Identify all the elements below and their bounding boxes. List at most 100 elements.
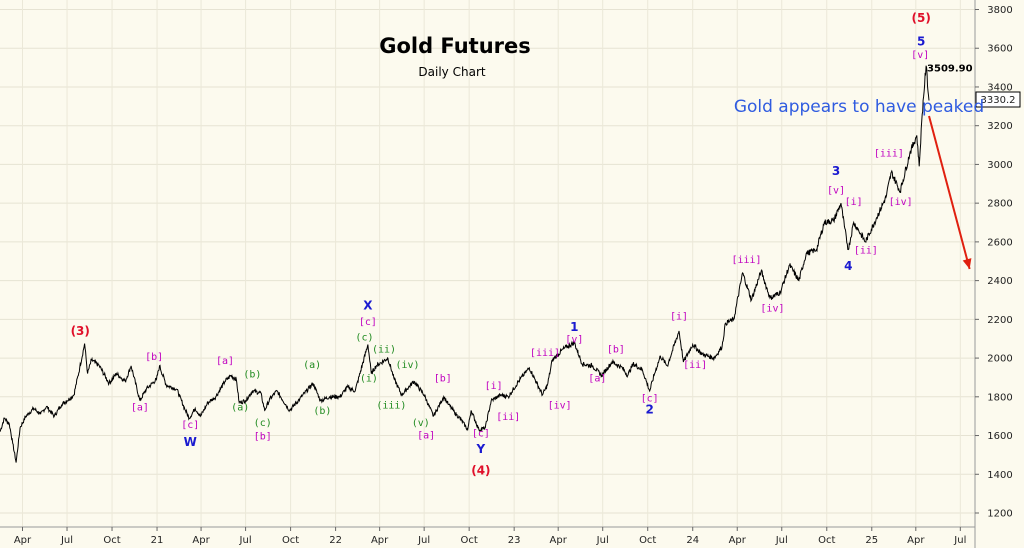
chart-title: Gold Futures [379,34,531,58]
arrow-head [962,258,972,269]
wave-label: [b] [145,352,163,363]
wave-label: [b] [607,344,625,355]
y-tick-label: 2400 [987,276,1012,287]
x-tick-label: Jul [596,535,609,546]
wave-label: [i] [845,197,863,208]
wave-label: (4) [471,463,490,477]
wave-label: [iv] [548,400,572,411]
wave-label: [i] [485,381,503,392]
wave-label: (a) [231,402,249,413]
wave-label: [ii] [496,412,520,423]
y-tick-label: 1400 [987,470,1012,481]
x-tick-label: Apr [14,535,32,546]
price-series-line [0,65,930,463]
x-tick-label: Apr [371,535,389,546]
wave-label: [b] [254,431,272,442]
wave-label: (c) [254,418,272,429]
wave-label: (ii) [372,344,396,355]
wave-label: (a) [303,360,321,371]
wave-label: 4 [844,259,852,273]
wave-label: 5 [917,34,925,48]
x-tick-label: Oct [461,535,478,546]
wave-label: [iv] [889,197,913,208]
x-tick-label: Oct [282,535,299,546]
wave-label: [c] [181,420,199,431]
last-price-box [975,91,1021,108]
wave-label: (3) [71,324,90,338]
y-tick-label: 1600 [987,431,1012,442]
x-tick-label: Oct [818,535,835,546]
wave-label: 3509.90 [927,63,973,74]
x-tick-label: Apr [192,535,210,546]
x-tick-label: Apr [907,535,925,546]
grid [0,0,975,527]
wave-label: [a] [131,402,149,413]
y-tick-label: 2800 [987,199,1012,210]
wave-label: [iii] [530,348,560,359]
last-price-label: 3330.2 [981,95,1016,106]
chart-subtitle: Daily Chart [418,65,485,79]
wave-label: [i] [670,311,688,322]
x-tick-label: Jul [239,535,252,546]
wave-label: [iv] [760,304,784,315]
wave-label: [c] [472,429,490,440]
y-tick-label: 2200 [987,315,1012,326]
x-tick-label: 23 [508,535,521,546]
wave-label: W [184,435,197,449]
x-tick-label: 22 [329,535,342,546]
y-tick-label: 2600 [987,237,1012,248]
wave-label: [v] [565,335,583,346]
y-tick-label: 3400 [987,82,1012,93]
x-tick-labels: Apr Jul Oct 21 Apr Jul Oct 22 Apr Jul Oct 23 Apr Jul O… [14,527,966,546]
x-tick-label: Jul [60,535,73,546]
wave-label: [v] [911,50,929,61]
y-tick-label: 3000 [987,160,1012,171]
y-tick-labels: 1200 1400 1600 1800 2000 2200 2400 2600 2800 3000… [975,5,1013,520]
y-tick-label: 1200 [987,509,1012,520]
wave-label: (v) [412,418,430,429]
x-tick-label: Jul [775,535,788,546]
y-tick-label: 3600 [987,44,1012,55]
wave-label: [iii] [874,149,904,160]
down-arrow [928,115,972,270]
wave-label: (iv) [395,360,419,371]
x-tick-label: Apr [550,535,568,546]
wave-label: [a] [216,356,234,367]
wave-label: X [363,299,373,313]
arrow-shaft [928,115,971,270]
x-tick-label: 25 [865,535,878,546]
wave-label: [b] [434,373,452,384]
y-tick-label: 2000 [987,354,1012,365]
wave-annotations: 3509.90 Gold appears to have peaked (3) (4)… [71,11,985,477]
wave-label: 3 [832,164,840,178]
last-price-badge: 3330.2 [975,91,1021,108]
wave-label: (iii) [376,400,406,411]
wave-label: [ii] [854,246,878,257]
wave-label: (i) [360,373,378,384]
y-tick-label: 3200 [987,121,1012,132]
wave-label: [iii] [731,255,761,266]
x-tick-label: Jul [953,535,966,546]
x-tick-label: Apr [729,535,747,546]
wave-label: (b) [243,369,261,380]
wave-label: Y [476,442,486,456]
wave-label: [ii] [683,360,707,371]
x-tick-label: Jul [417,535,430,546]
x-tick-label: Oct [639,535,656,546]
wave-label: [a] [417,430,435,441]
wave-label: 2 [645,402,653,416]
wave-label: (b) [313,406,331,417]
x-tick-label: Oct [103,535,120,546]
wave-label: [a] [588,373,606,384]
wave-label: 1 [570,320,578,334]
wave-label: [v] [827,185,845,196]
wave-label: [c] [641,394,659,405]
wave-label: (c) [355,333,373,344]
wave-label: (5) [912,11,931,25]
y-tick-label: 1800 [987,392,1012,403]
y-tick-label: 3800 [987,5,1012,16]
wave-label: [c] [359,317,377,328]
